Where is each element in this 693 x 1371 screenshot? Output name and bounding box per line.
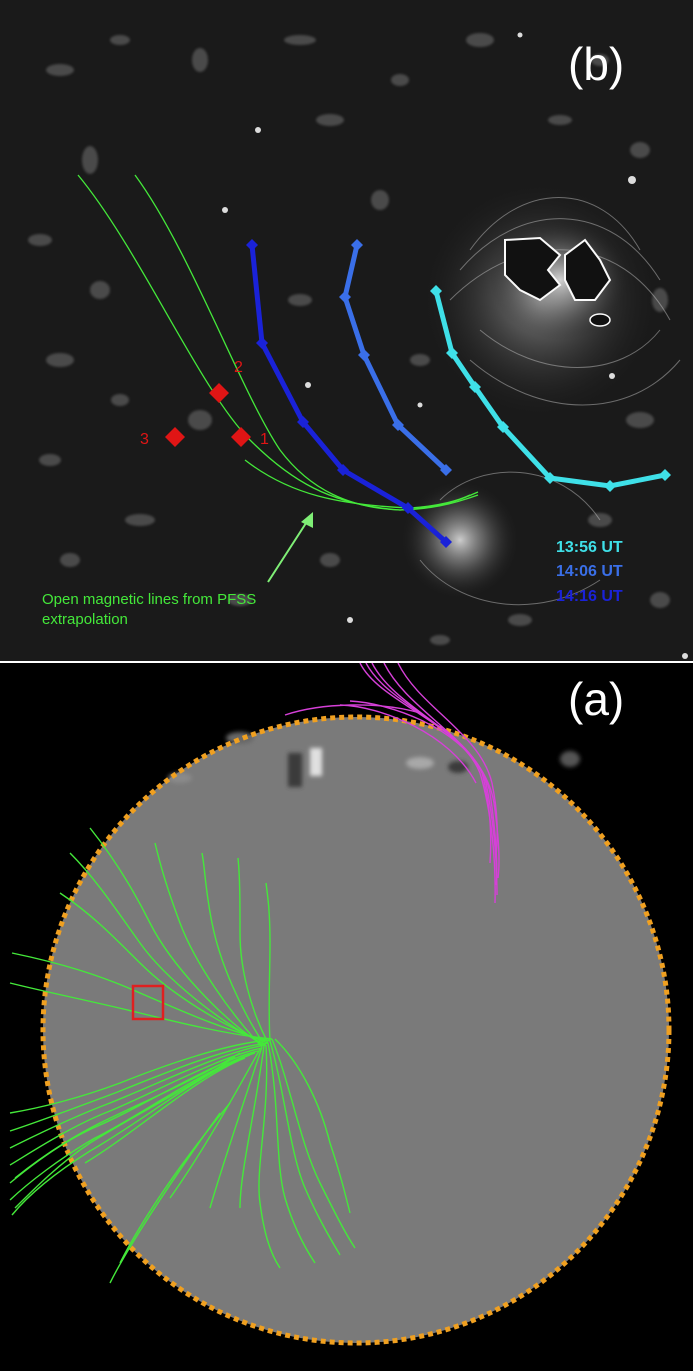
panel-a-image: (a) — [0, 663, 693, 1371]
limb-outline — [40, 714, 672, 1346]
time-label-1356: 13:56 UT — [556, 539, 623, 556]
annotation-line-1: Open magnetic lines from PFSS — [42, 591, 256, 608]
panel-b-image: 1 2 3 Open magnetic lines from PFSS extr… — [0, 0, 693, 663]
panel-a: (a) — [0, 663, 693, 1371]
sunspot — [504, 236, 612, 327]
pfss-open-field-lines — [77, 174, 479, 511]
annotation-line-2: extrapolation — [42, 611, 128, 628]
marker-label-3: 3 — [140, 431, 149, 448]
region-box — [131, 984, 165, 1021]
open-field-lines — [9, 827, 356, 1284]
front-track-1356 — [430, 285, 671, 492]
marker-label-2: 2 — [234, 359, 243, 376]
panel-divider — [0, 661, 693, 664]
diamond-markers — [165, 383, 251, 447]
panel-b-label: (b) — [568, 38, 624, 90]
diamond-marker-2 — [209, 383, 229, 403]
time-label-1406: 14:06 UT — [556, 563, 623, 580]
network-texture — [28, 33, 670, 645]
closed-field-lines — [284, 663, 500, 904]
front-track-1406 — [339, 239, 452, 476]
diamond-marker-1 — [231, 427, 251, 447]
arrow — [267, 512, 313, 583]
active-region-glow — [400, 180, 660, 600]
panel-a-label: (a) — [568, 673, 624, 725]
solar-disk — [43, 717, 669, 1343]
active-region-loops — [419, 197, 681, 606]
time-label-1416: 14:16 UT — [556, 588, 623, 605]
diamond-marker-3 — [165, 427, 185, 447]
bright-points — [222, 32, 688, 659]
panel-b: 1 2 3 Open magnetic lines from PFSS extr… — [0, 0, 693, 663]
marker-label-1: 1 — [260, 431, 269, 448]
front-track-1416 — [246, 239, 452, 548]
